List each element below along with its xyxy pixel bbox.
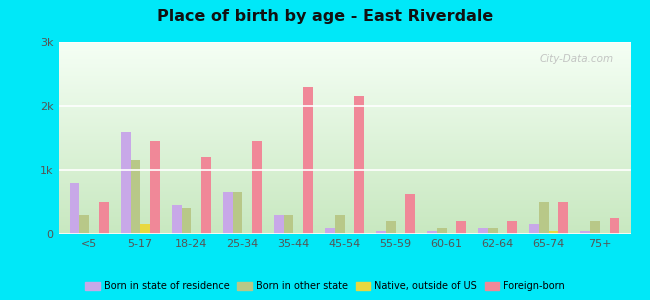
Bar — [478, 228, 488, 234]
Text: City-Data.com: City-Data.com — [540, 53, 614, 64]
Bar — [549, 231, 558, 234]
Text: Place of birth by age - East Riverdale: Place of birth by age - East Riverdale — [157, 9, 493, 24]
Bar — [488, 228, 498, 234]
Bar — [79, 215, 89, 234]
Bar — [172, 205, 181, 234]
Bar — [293, 233, 303, 234]
Bar — [539, 202, 549, 234]
Bar — [140, 224, 150, 234]
Bar — [70, 183, 79, 234]
Legend: Born in state of residence, Born in other state, Native, outside of US, Foreign-: Born in state of residence, Born in othe… — [81, 278, 569, 295]
Bar — [335, 215, 344, 234]
Bar — [456, 221, 466, 234]
Bar — [437, 228, 447, 234]
Bar — [508, 221, 517, 234]
Bar — [344, 233, 354, 234]
Bar — [242, 233, 252, 234]
Bar — [99, 202, 109, 234]
Bar — [396, 233, 406, 234]
Bar — [191, 233, 201, 234]
Bar — [600, 233, 610, 234]
Bar — [89, 233, 99, 234]
Bar — [201, 157, 211, 234]
Bar — [610, 218, 619, 234]
Bar — [181, 208, 191, 234]
Bar — [233, 192, 242, 234]
Bar — [498, 233, 508, 234]
Bar — [386, 221, 396, 234]
Bar — [121, 132, 131, 234]
Bar — [529, 224, 539, 234]
Bar — [131, 160, 140, 234]
Bar — [427, 231, 437, 234]
Bar — [274, 215, 283, 234]
Bar — [223, 192, 233, 234]
Bar — [303, 87, 313, 234]
Bar — [376, 231, 386, 234]
Bar — [580, 231, 590, 234]
Bar — [252, 141, 262, 234]
Bar — [150, 141, 160, 234]
Bar — [406, 194, 415, 234]
Bar — [447, 233, 456, 234]
Bar — [283, 215, 293, 234]
Bar — [558, 202, 568, 234]
Bar — [325, 228, 335, 234]
Bar — [590, 221, 600, 234]
Bar — [354, 96, 364, 234]
